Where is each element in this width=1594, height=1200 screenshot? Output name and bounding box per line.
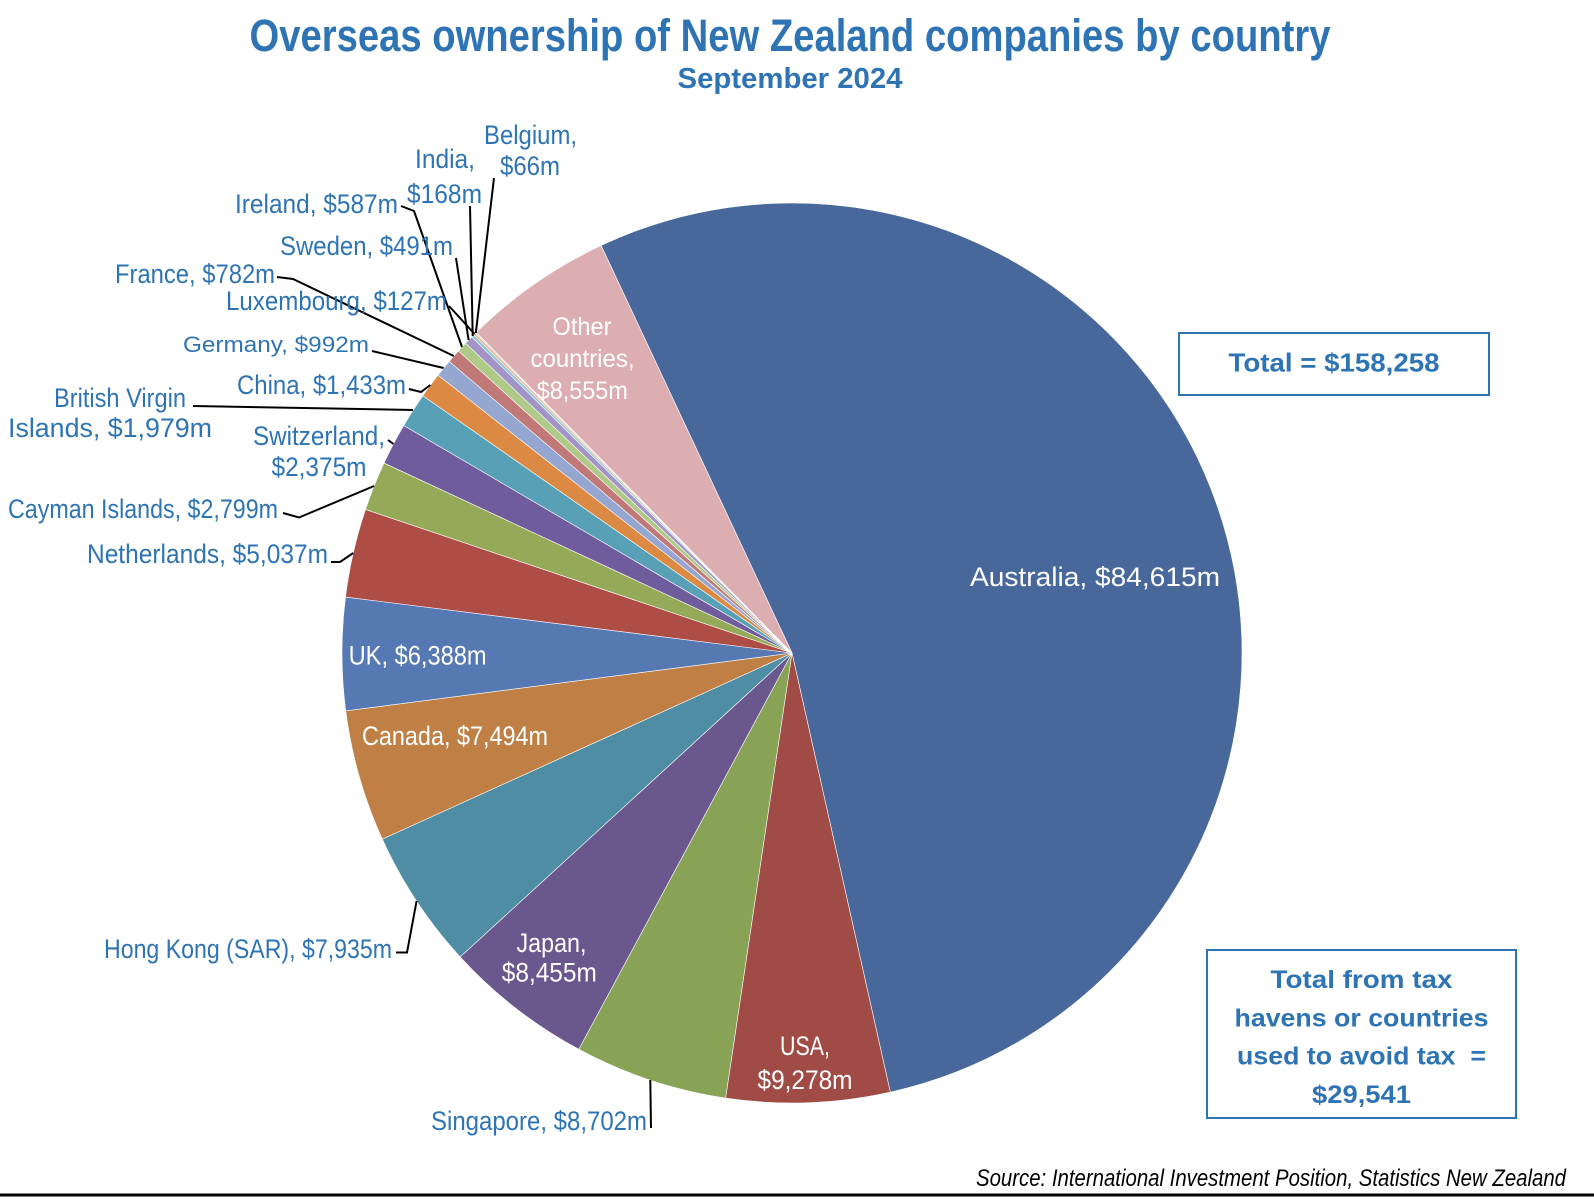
svg-text:Cayman Islands, $2,799m: Cayman Islands, $2,799m <box>8 494 278 524</box>
svg-text:used to avoid tax =: used to avoid tax = <box>1237 1043 1486 1071</box>
svg-text:$9,278m: $9,278m <box>758 1065 853 1095</box>
svg-text:India,: India, <box>415 144 475 174</box>
svg-text:countries,: countries, <box>531 345 635 373</box>
svg-text:UK, $6,388m: UK, $6,388m <box>349 641 487 671</box>
svg-text:Source: International Investme: Source: International Investment Positio… <box>976 1165 1567 1192</box>
svg-text:Hong Kong (SAR), $7,935m: Hong Kong (SAR), $7,935m <box>104 934 392 964</box>
svg-text:Overseas ownership of New Zeal: Overseas ownership of New Zealand compan… <box>250 10 1331 61</box>
svg-text:$66m: $66m <box>500 151 560 181</box>
svg-text:France, $782m: France, $782m <box>115 259 275 289</box>
svg-text:$168m: $168m <box>407 179 482 209</box>
svg-text:Belgium,: Belgium, <box>484 120 577 150</box>
svg-text:Islands, $1,979m: Islands, $1,979m <box>8 413 212 443</box>
svg-text:September 2024: September 2024 <box>678 63 903 95</box>
svg-text:Canada, $7,494m: Canada, $7,494m <box>362 721 548 751</box>
svg-text:British Virgin: British Virgin <box>54 383 186 413</box>
svg-text:havens or countries: havens or countries <box>1235 1005 1489 1033</box>
svg-text:Total from tax: Total from tax <box>1271 966 1453 994</box>
svg-text:Luxembourg, $127m: Luxembourg, $127m <box>226 286 447 316</box>
svg-text:Japan,: Japan, <box>517 928 587 958</box>
svg-text:$29,541: $29,541 <box>1312 1081 1411 1109</box>
svg-text:Other: Other <box>553 313 612 341</box>
svg-text:Germany, $992m: Germany, $992m <box>183 332 369 357</box>
svg-text:Ireland, $587m: Ireland, $587m <box>235 189 398 219</box>
svg-text:Sweden, $491m: Sweden, $491m <box>280 231 453 261</box>
svg-text:Total = $158,258: Total = $158,258 <box>1229 348 1440 378</box>
svg-text:Singapore, $8,702m: Singapore, $8,702m <box>431 1106 647 1136</box>
svg-text:$8,555m: $8,555m <box>537 377 628 405</box>
svg-text:$8,455m: $8,455m <box>502 958 597 988</box>
svg-text:$2,375m: $2,375m <box>272 452 367 482</box>
svg-text:Australia, $84,615m: Australia, $84,615m <box>970 562 1220 592</box>
svg-text:China, $1,433m: China, $1,433m <box>237 370 406 400</box>
svg-text:Netherlands, $5,037m: Netherlands, $5,037m <box>87 539 328 569</box>
svg-text:USA,: USA, <box>780 1031 830 1061</box>
svg-text:Switzerland,: Switzerland, <box>253 421 385 451</box>
